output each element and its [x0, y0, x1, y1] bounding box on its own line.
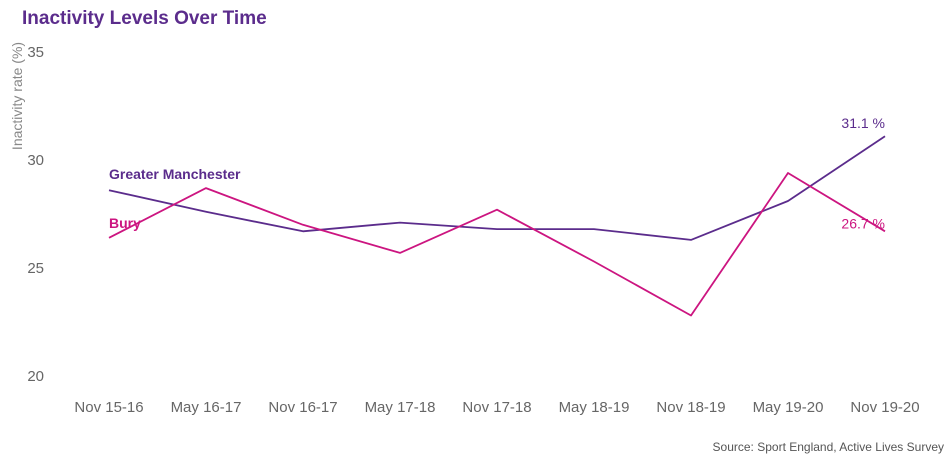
- y-axis-label: Inactivity rate (%): [9, 42, 25, 150]
- x-tick-label: Nov 18-19: [656, 399, 725, 416]
- end-value-label: 26.7 %: [841, 215, 885, 231]
- series-name-label: Greater Manchester: [109, 166, 241, 182]
- series-lines: [108, 135, 886, 317]
- x-tick-label: May 16-17: [171, 399, 242, 416]
- chart-title: Inactivity Levels Over Time: [22, 8, 267, 29]
- series-name-label: Bury: [109, 215, 141, 231]
- series-labels: Greater Manchester Bury 31.1 % 26.7 %: [109, 115, 885, 231]
- source-note: Source: Sport England, Active Lives Surv…: [712, 440, 944, 454]
- x-tick-label: May 19-20: [753, 399, 824, 416]
- x-tick-label: Nov 16-17: [268, 399, 337, 416]
- x-tick-label: Nov 17-18: [462, 399, 531, 416]
- y-tick-label: 35: [27, 44, 44, 61]
- y-tick-label: 25: [27, 260, 44, 277]
- x-tick-label: Nov 19-20: [850, 399, 919, 416]
- series-line-1: [108, 172, 886, 317]
- y-tick-label: 20: [27, 368, 44, 385]
- x-tick-label: Nov 15-16: [74, 399, 143, 416]
- y-axis-ticks: 20 25 30 35: [27, 44, 44, 385]
- x-tick-label: May 18-19: [559, 399, 630, 416]
- end-value-label: 31.1 %: [841, 115, 885, 131]
- x-tick-label: May 17-18: [365, 399, 436, 416]
- series-line-0: [108, 135, 886, 241]
- y-tick-label: 30: [27, 152, 44, 169]
- x-axis-ticks: Nov 15-16 May 16-17 Nov 16-17 May 17-18 Nov …: [74, 399, 919, 416]
